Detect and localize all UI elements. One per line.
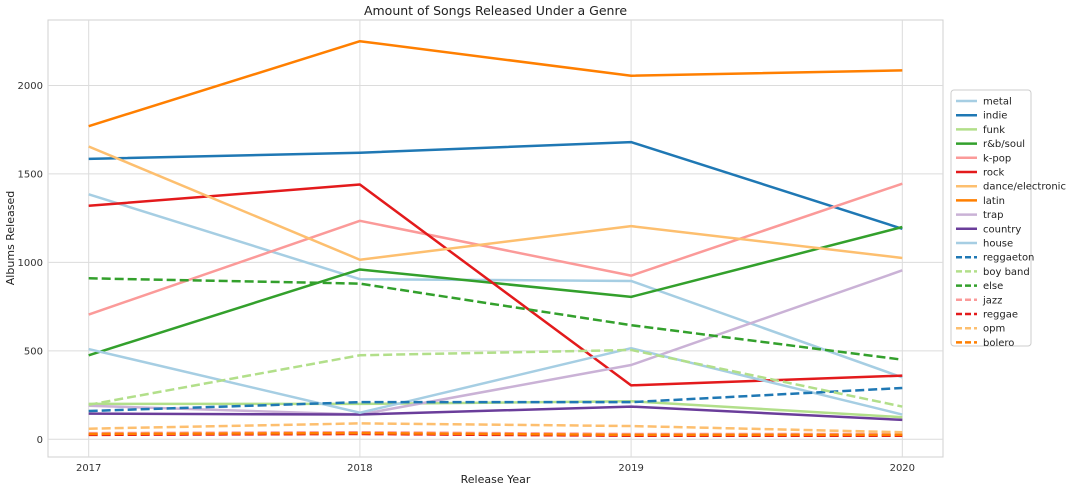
legend-box [950,89,1032,347]
legend-entry-label: metal [983,97,1012,108]
series-line-metal [88,193,903,379]
legend-entry-label: funk [983,125,1005,136]
legend-entry-label: boy band [983,267,1030,278]
x-tick-label: 2017 [76,463,101,474]
legend-entry-label: house [983,239,1013,250]
legend-entry-label: k-pop [983,153,1011,164]
legend-entry-label: r&b/soul [983,139,1025,150]
y-tick-label: 500 [24,346,43,357]
legend-entry-label: opm [983,324,1005,335]
grid-lines [48,20,943,457]
x-axis-ticks: 2017 2018 2019 2020 [76,463,915,474]
series-line-else [88,277,903,361]
legend-entry-label: reggae [983,310,1018,321]
series-line-bolero [88,431,903,437]
series-line-opm [88,422,903,434]
y-axis-label: Albums Released [4,191,17,285]
legend-entry-label: dance/electronic [983,182,1066,193]
legend-entry-label: reggaeton [983,253,1034,264]
series-lines [88,39,903,438]
series-line-reggaeton [88,386,903,413]
x-tick-label: 2020 [890,463,915,474]
y-tick-label: 1500 [18,169,43,180]
series-line-boy-band [88,348,903,408]
legend-entry-label: bolero [983,338,1014,349]
legend-entry-label: latin [983,196,1005,207]
x-tick-label: 2018 [347,463,372,474]
series-line-dance-electronic [88,145,903,261]
legend-entry-label: else [983,281,1003,292]
x-tick-label: 2019 [618,463,643,474]
series-line-trap [88,269,903,416]
chart-title: Amount of Songs Released Under a Genre [364,3,627,18]
series-line-indie [88,140,903,230]
y-tick-label: 2000 [18,81,43,92]
legend-entry-label: indie [983,111,1007,122]
series-line-r-b-soul [88,225,903,357]
legend-entry-label: rock [983,168,1005,179]
legend-entry-label: jazz [982,295,1002,306]
legend: metal indie funk r&b/soul k-pop rock dance/ele… [950,89,1066,349]
series-line-country [88,405,903,422]
series-line-k-pop [88,182,903,316]
series-line-latin [88,39,903,128]
y-axis-ticks: 0 500 1000 1500 2000 [18,81,43,446]
legend-entry-label: country [983,224,1021,235]
x-axis-label: Release Year [461,473,531,486]
legend-entry-label: trap [983,210,1004,221]
y-tick-label: 0 [37,435,43,446]
y-tick-label: 1000 [18,258,43,269]
